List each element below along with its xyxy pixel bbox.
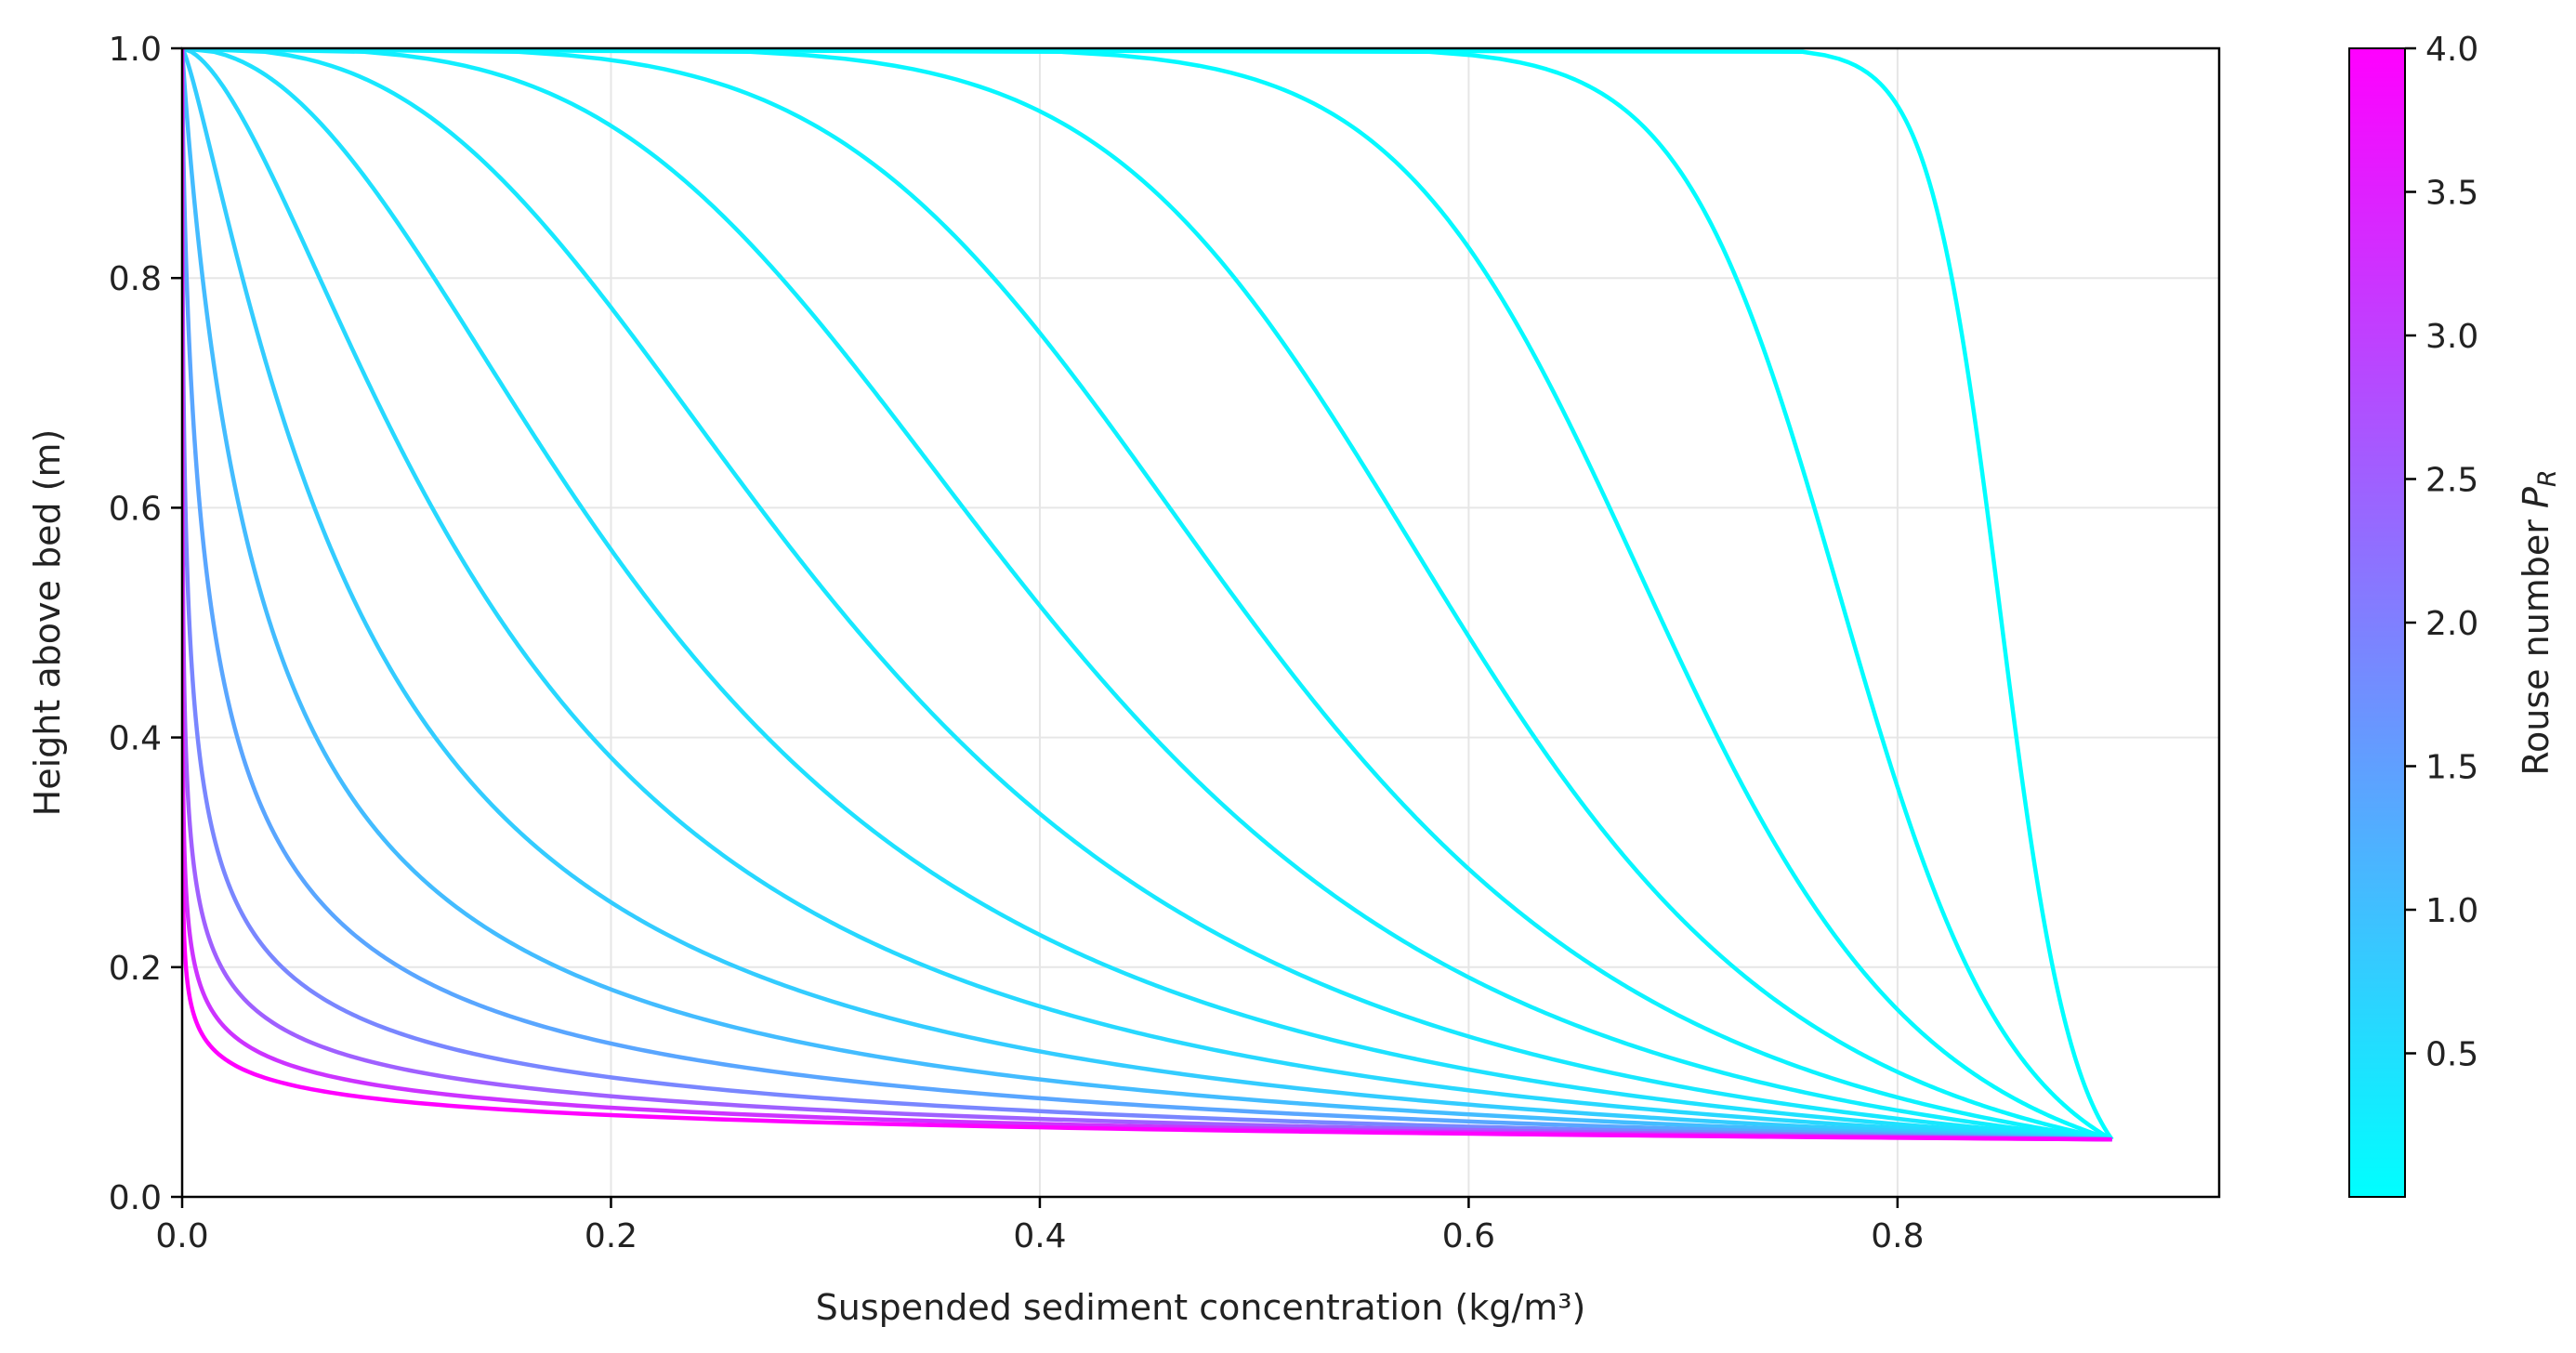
profile-line <box>182 48 2112 1142</box>
x-tick-label: 0.6 <box>1442 1217 1495 1255</box>
profile-line <box>182 48 2112 1142</box>
colorbar-tick-label: 1.0 <box>2425 892 2478 930</box>
profile-curves <box>182 48 2114 1142</box>
y-tick-label: 1.0 <box>109 31 162 69</box>
y-tick-label: 0.2 <box>109 950 162 988</box>
profile-line <box>182 48 2114 1142</box>
x-tick-label: 0.2 <box>585 1217 637 1255</box>
colorbar-label-symbol: P <box>2516 487 2556 508</box>
profile-line <box>182 48 2113 1142</box>
y-tick-label: 0.4 <box>109 720 162 758</box>
profile-line <box>182 48 2114 1142</box>
plot-frame <box>180 46 2221 1199</box>
colorbar-ticks: 0.5 1.0 1.5 2.0 2.5 3.0 3.5 4.0 <box>2405 31 2478 1074</box>
x-tick-label: 0.4 <box>1013 1217 1066 1255</box>
profile-line <box>182 48 2112 1142</box>
colorbar <box>2348 47 2406 1198</box>
x-axis-ticks: 0.0 0.2 0.4 0.6 0.8 <box>155 1197 1925 1255</box>
colorbar-tick-label: 1.5 <box>2425 749 2478 787</box>
profile-line <box>182 48 2112 1142</box>
colorbar-tick-label: 4.0 <box>2425 31 2478 69</box>
colorbar-label-prefix: Rouse number <box>2516 508 2556 776</box>
x-tick-label: 0.0 <box>155 1217 208 1255</box>
colorbar-tick-label: 0.5 <box>2425 1036 2478 1074</box>
profile-line <box>182 48 2114 1142</box>
profile-line <box>182 48 2114 1142</box>
colorbar-label-subscript: R <box>2533 469 2562 487</box>
profile-line <box>182 48 2113 1142</box>
y-axis-label: Height above bed (m) <box>27 429 68 817</box>
profile-line <box>182 48 2112 1142</box>
y-tick-label: 0.8 <box>109 260 162 298</box>
y-tick-label: 0.0 <box>109 1179 162 1217</box>
x-axis-label: Suspended sediment concentration (kg/m³) <box>816 1287 1586 1328</box>
colorbar-tick-label: 3.5 <box>2425 175 2478 213</box>
colorbar-label: Rouse number PR <box>2516 469 2562 775</box>
profile-line <box>182 48 2114 1142</box>
colorbar-tick-label: 2.0 <box>2425 605 2478 643</box>
y-tick-label: 0.6 <box>109 490 162 528</box>
colorbar-tick-label: 2.5 <box>2425 462 2478 500</box>
profile-line <box>182 48 2112 1142</box>
y-axis-ticks: 0.0 0.2 0.4 0.6 0.8 1.0 <box>109 31 182 1217</box>
profile-line <box>182 48 2114 1142</box>
profile-line <box>182 48 2114 1142</box>
x-tick-label: 0.8 <box>1871 1217 1924 1255</box>
colorbar-tick-label: 3.0 <box>2425 318 2478 356</box>
profile-line <box>182 48 2113 1142</box>
